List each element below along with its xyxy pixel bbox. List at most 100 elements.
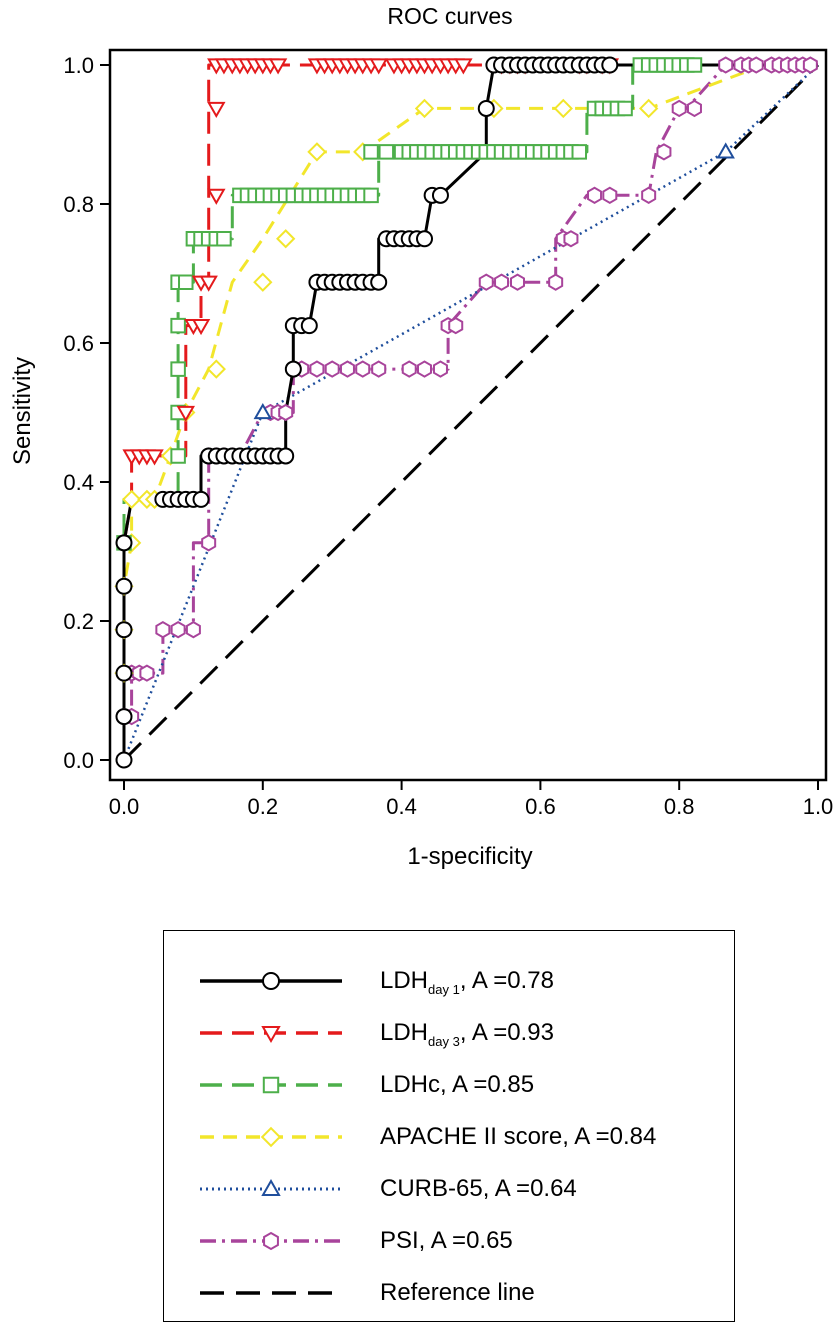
legend-label-main: LDH <box>380 1019 429 1046</box>
series-point-psi-a-0-65 <box>278 403 294 422</box>
series-point-psi-a-0-65 <box>548 273 564 291</box>
series-point-psi-a-0-65 <box>641 186 657 204</box>
series-point-ldhday-1-a-0-78 <box>115 577 133 595</box>
legend-label-main: APACHE II score, A =0.84 <box>380 1123 657 1150</box>
series-line-psi-a-0-65 <box>122 63 818 760</box>
series-point-ldhday-1-a-0-78 <box>431 186 449 204</box>
x-tick-label: 0.4 <box>386 794 417 819</box>
y-axis-label: Sensitivity <box>9 357 36 465</box>
series-point-psi-a-0-65 <box>602 186 618 204</box>
series-point-psi-a-0-65 <box>339 360 355 378</box>
series-point-ldhday-1-a-0-78 <box>115 708 133 726</box>
series-point-curb-65-a-0-64 <box>716 142 735 159</box>
series-point-apache-ii-score-a-0-84 <box>276 229 296 249</box>
series-point-ldhday-3-a-0-93 <box>369 58 388 75</box>
series-point-ldhday-1-a-0-78 <box>115 751 133 769</box>
x-axis: 0.0 0.2 0.4 0.6 0.8 1.0 <box>109 780 834 819</box>
series-point-ldhc-a-0-85 <box>363 187 379 204</box>
series-point-ldhc-a-0-85 <box>686 57 703 73</box>
legend-label-main: CURB-65, A =0.64 <box>380 1175 577 1202</box>
series-point-ldhday-1-a-0-78 <box>284 360 302 378</box>
series-point-apache-ii-score-a-0-84 <box>206 359 226 379</box>
series-point-ldhday-3-a-0-93 <box>176 405 195 423</box>
series-point-ldhc-a-0-85 <box>378 144 395 160</box>
legend-label: APACHE II score, A =0.84 <box>380 1123 656 1151</box>
legend-marker <box>262 1076 280 1094</box>
y-tick-label: 0.0 <box>63 748 94 773</box>
series-point-psi-a-0-65 <box>155 621 171 639</box>
series-point-ldhc-a-0-85 <box>571 144 588 160</box>
series-point-ldhc-a-0-85 <box>170 448 186 464</box>
legend-swatch-curb-65-a-0-64 <box>200 1178 342 1196</box>
series-point-apache-ii-score-a-0-84 <box>121 489 142 510</box>
series-point-ldhday-3-a-0-93 <box>268 58 288 75</box>
legend-marker <box>262 972 280 990</box>
series-point-ldhday-1-a-0-78 <box>115 621 133 639</box>
legend-label: LDHday 3, A =0.93 <box>380 1019 554 1049</box>
series-point-psi-a-0-65 <box>686 99 702 118</box>
legend: LDHday 1, A =0.78 LDHday 3, A =0.93 LDHc, … <box>163 930 735 1322</box>
legend-label: Reference line <box>380 1279 535 1307</box>
series-point-ldhday-3-a-0-93 <box>454 58 473 75</box>
series-point-psi-a-0-65 <box>355 360 371 378</box>
legend-marker <box>260 1126 282 1148</box>
legend-label: LDHday 1, A =0.78 <box>380 967 554 997</box>
series-point-psi-a-0-65 <box>748 56 764 74</box>
legend-label-sub: day 1 <box>428 982 460 997</box>
legend-swatch-ldhday-1-a-0-78 <box>200 972 342 990</box>
series-point-ldhc-a-0-85 <box>170 317 186 334</box>
series-point-ldhc-a-0-85 <box>216 231 232 247</box>
x-tick-label: 0.0 <box>109 794 140 819</box>
series-point-apache-ii-score-a-0-84 <box>414 98 435 119</box>
series-point-ldhday-1-a-0-78 <box>192 490 210 508</box>
legend-label-rest: , A =0.78 <box>459 967 554 994</box>
series-point-psi-a-0-65 <box>309 360 325 378</box>
series-point-curb-65-a-0-64 <box>253 402 273 420</box>
legend-label-main: PSI, A =0.65 <box>380 1227 513 1254</box>
series-point-apache-ii-score-a-0-84 <box>253 272 273 292</box>
x-tick-label: 0.8 <box>664 794 695 819</box>
series-point-psi-a-0-65 <box>371 360 387 378</box>
series-point-psi-a-0-65 <box>185 621 201 639</box>
x-tick-label: 0.2 <box>248 794 279 819</box>
x-tick-label: 0.6 <box>525 794 556 819</box>
series-point-ldhc-a-0-85 <box>178 274 194 290</box>
legend-marker <box>261 1026 281 1044</box>
series-point-ldhc-a-0-85 <box>170 361 186 377</box>
legend-marker <box>263 1231 279 1251</box>
plot-frame <box>108 48 828 782</box>
legend-swatch-ldhday-3-a-0-93 <box>200 1026 342 1044</box>
series-line-reference-line <box>122 63 820 762</box>
series-point-ldhday-3-a-0-93 <box>207 188 226 205</box>
chart-title: ROC curves <box>387 3 512 29</box>
series-point-apache-ii-score-a-0-84 <box>638 98 659 119</box>
series-point-ldhc-a-0-85 <box>617 100 633 117</box>
series-point-ldhday-1-a-0-78 <box>477 99 495 117</box>
plot-markers <box>114 56 818 769</box>
series-point-psi-a-0-65 <box>324 360 340 378</box>
series-point-ldhday-1-a-0-78 <box>277 447 295 465</box>
legend-swatch-psi-a-0-65 <box>200 1231 342 1251</box>
series-line-curb-65-a-0-64 <box>122 64 819 761</box>
y-tick-label: 1.0 <box>63 53 94 78</box>
series-point-ldhday-1-a-0-78 <box>370 273 388 291</box>
series-point-psi-a-0-65 <box>494 273 510 291</box>
series-point-apache-ii-score-a-0-84 <box>553 98 573 119</box>
legend-item-curb-65-a-0-64: CURB-65, A =0.64 <box>164 1169 734 1209</box>
legend-item-ldhday-3-a-0-93: LDHday 3, A =0.93 <box>164 1013 734 1053</box>
legend-item-reference-line: Reference line <box>164 1273 734 1313</box>
series-point-psi-a-0-65 <box>587 186 603 204</box>
legend-marker <box>261 1178 281 1196</box>
legend-label-main: LDH <box>380 967 429 994</box>
x-axis-label: 1-specificity <box>407 843 532 870</box>
series-point-ldhday-3-a-0-93 <box>199 275 218 292</box>
x-tick-label: 1.0 <box>803 794 834 819</box>
y-tick-label: 0.6 <box>63 331 94 356</box>
series-point-ldhday-1-a-0-78 <box>115 534 133 552</box>
series-point-ldhday-3-a-0-93 <box>191 319 211 336</box>
legend-label: LDHc, A =0.85 <box>380 1071 534 1099</box>
series-point-psi-a-0-65 <box>170 621 186 639</box>
y-axis: 0.0 0.2 0.4 0.6 0.8 1.0 <box>63 53 110 773</box>
series-point-psi-a-0-65 <box>510 273 525 291</box>
series-point-ldhday-1-a-0-78 <box>601 56 619 74</box>
